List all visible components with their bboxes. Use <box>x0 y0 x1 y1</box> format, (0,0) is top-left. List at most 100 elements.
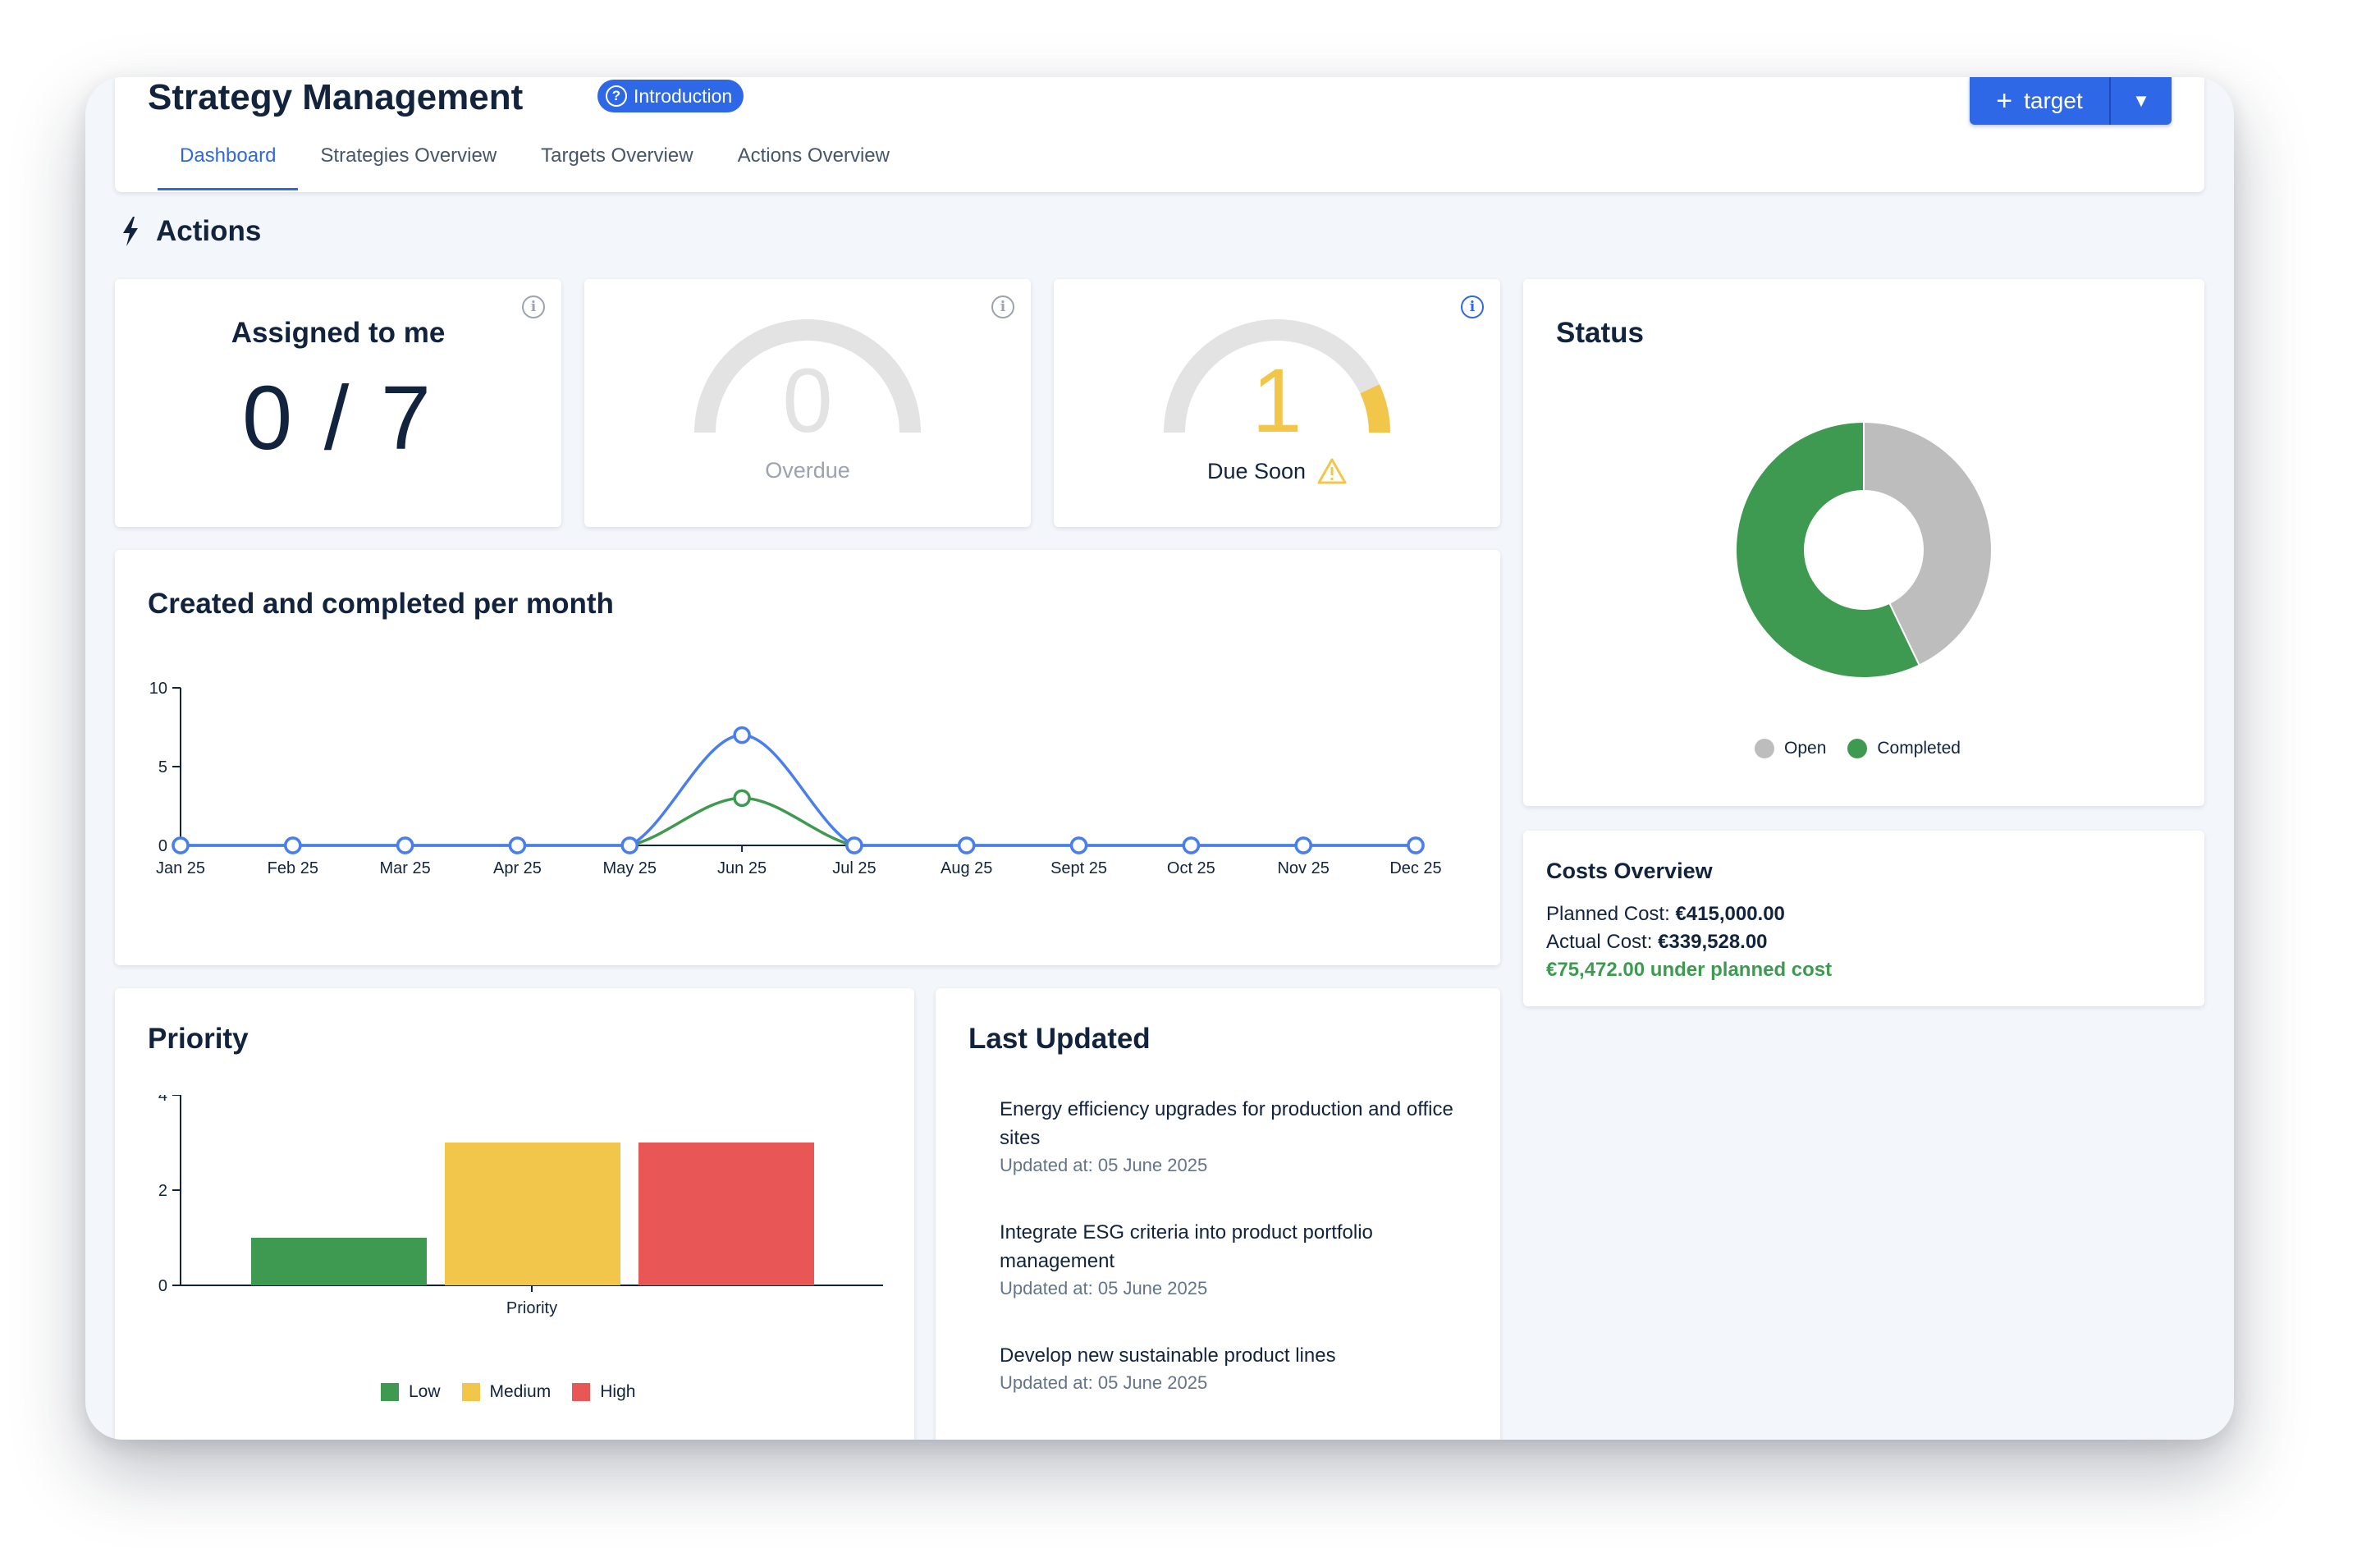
lightning-icon <box>123 217 138 246</box>
series-line-0 <box>180 733 1416 847</box>
last-updated-card: Last Updated Energy efficiency upgrades … <box>936 988 1500 1440</box>
actual-cost-value: €339,528.00 <box>1658 931 1768 953</box>
planned-cost-value: €415,000.00 <box>1675 903 1785 925</box>
status-card: Status Open Completed <box>1523 279 2204 806</box>
monthly-line-chart: 0 5 10 Jan 25 Feb 25 Mar 25 Apr 25 May 25 Jun 25… <box>149 680 1442 877</box>
tab-targets-overview[interactable]: Targets Overview <box>541 144 693 167</box>
legend-item-low[interactable]: Low <box>381 1382 441 1402</box>
data-point[interactable] <box>845 836 863 854</box>
data-point[interactable] <box>284 836 302 854</box>
bar-medium[interactable] <box>445 1143 620 1285</box>
introduction-button[interactable]: ? Introduction <box>597 80 744 112</box>
legend-label-completed: Completed <box>1877 739 1961 758</box>
legend-item-medium[interactable]: Medium <box>461 1382 552 1402</box>
info-icon[interactable]: i <box>522 295 545 318</box>
tab-actions-overview[interactable]: Actions Overview <box>737 144 890 167</box>
introduction-label: Introduction <box>634 85 733 107</box>
actual-cost-row: Actual Cost: €339,528.00 <box>1546 931 1768 954</box>
x-tick-label: Aug 25 <box>941 859 992 877</box>
tab-bar: Dashboard Strategies Overview Targets Ov… <box>158 140 912 190</box>
bar-high[interactable] <box>638 1143 814 1285</box>
legend-label-medium: Medium <box>489 1382 552 1401</box>
due-soon-gauge: 1 <box>1164 319 1390 451</box>
donut-slice-open[interactable] <box>1863 420 1993 666</box>
info-icon[interactable]: i <box>991 295 1014 318</box>
overdue-gauge: 0 <box>694 319 921 451</box>
x-tick-label: Dec 25 <box>1389 859 1441 877</box>
x-tick-label: Jan 25 <box>156 859 205 877</box>
overdue-card: i 0 Overdue <box>584 279 1031 527</box>
data-point[interactable] <box>172 836 190 854</box>
add-options-dropdown[interactable]: ▼ <box>2109 77 2172 125</box>
x-tick-label: Nov 25 <box>1277 859 1329 877</box>
actual-cost-label: Actual Cost: <box>1546 931 1653 953</box>
data-point[interactable] <box>733 789 751 808</box>
y-tick-label: 5 <box>158 758 167 776</box>
data-point[interactable] <box>396 836 414 854</box>
y-tick-label: 0 <box>158 1277 167 1295</box>
tab-strategies-overview[interactable]: Strategies Overview <box>320 144 497 167</box>
y-tick-label: 4 <box>158 1095 167 1105</box>
caret-down-icon: ▼ <box>2132 90 2150 111</box>
due-soon-gauge-track <box>1164 319 1390 433</box>
add-target-button[interactable]: + target <box>1970 77 2109 125</box>
y-tick-label: 10 <box>149 680 167 698</box>
tab-dashboard[interactable]: Dashboard <box>158 140 299 190</box>
question-icon: ? <box>606 85 627 107</box>
due-soon-value: 1 <box>1252 350 1302 451</box>
planned-cost-label: Planned Cost: <box>1546 903 1670 925</box>
list-item[interactable]: Energy efficiency upgrades for productio… <box>1000 1095 1459 1179</box>
x-tick-label: Mar 25 <box>380 859 431 877</box>
list-item[interactable]: Develop new sustainable product lines Up… <box>1000 1341 1459 1396</box>
overdue-gauge-track <box>694 319 921 433</box>
y-tick-label: 2 <box>158 1182 167 1200</box>
status-legend: Open Completed <box>1755 739 1982 758</box>
legend-swatch-open <box>1755 739 1774 758</box>
data-point[interactable] <box>1294 836 1312 854</box>
x-tick-label: May 25 <box>602 859 657 877</box>
page-header: Strategy Management ? Introduction + tar… <box>115 77 2204 192</box>
update-date: Updated at: 05 June 2025 <box>1000 1278 1208 1298</box>
section-title: Actions <box>156 215 262 247</box>
priority-card: Priority 0 2 4 Priority Low Medium High <box>115 988 914 1440</box>
app-window: Strategy Management ? Introduction + tar… <box>85 77 2234 1440</box>
legend-swatch-medium <box>461 1383 480 1401</box>
series-line-1 <box>180 796 1416 847</box>
data-point[interactable] <box>620 836 639 854</box>
last-updated-title: Last Updated <box>968 1023 1151 1055</box>
legend-swatch-high <box>572 1383 591 1401</box>
list-item[interactable]: Integrate ESG criteria into product port… <box>1000 1218 1459 1302</box>
due-soon-label-row: Due Soon <box>1054 458 1500 484</box>
data-point[interactable] <box>508 836 527 854</box>
legend-swatch-completed <box>1847 739 1868 758</box>
bar-low[interactable] <box>251 1238 427 1285</box>
x-tick-label: Jun 25 <box>717 859 767 877</box>
data-point[interactable] <box>1407 836 1425 854</box>
data-point[interactable] <box>1069 836 1088 854</box>
data-point[interactable] <box>733 726 751 744</box>
x-tick-label: Oct 25 <box>1167 859 1215 877</box>
donut-slice-completed[interactable] <box>1735 420 1921 679</box>
y-tick-label: 0 <box>158 837 167 855</box>
planned-cost-row: Planned Cost: €415,000.00 <box>1546 903 1785 926</box>
update-date: Updated at: 05 June 2025 <box>1000 1155 1208 1175</box>
add-target-label: target <box>2024 88 2083 113</box>
status-donut-chart <box>1735 420 1993 679</box>
warning-triangle-icon <box>1317 458 1347 484</box>
plus-icon: + <box>1996 85 2013 117</box>
legend-item-open[interactable]: Open <box>1755 739 1826 758</box>
due-soon-gauge-fill <box>1360 384 1390 433</box>
data-point[interactable] <box>957 836 976 854</box>
legend-item-high[interactable]: High <box>572 1382 635 1402</box>
x-axis-label: Priority <box>506 1299 557 1317</box>
page-title: Strategy Management <box>148 77 524 117</box>
legend-label-low: Low <box>409 1382 441 1401</box>
update-title: Energy efficiency upgrades for productio… <box>1000 1098 1453 1149</box>
data-point[interactable] <box>1182 836 1201 854</box>
legend-item-completed[interactable]: Completed <box>1847 739 1961 758</box>
cost-difference: €75,472.00 under planned cost <box>1546 959 1833 981</box>
update-title: Integrate ESG criteria into product port… <box>1000 1221 1373 1272</box>
overdue-value: 0 <box>782 350 832 451</box>
info-icon[interactable]: i <box>1461 295 1484 318</box>
costs-card: Costs Overview Planned Cost: €415,000.00… <box>1523 831 2204 1006</box>
